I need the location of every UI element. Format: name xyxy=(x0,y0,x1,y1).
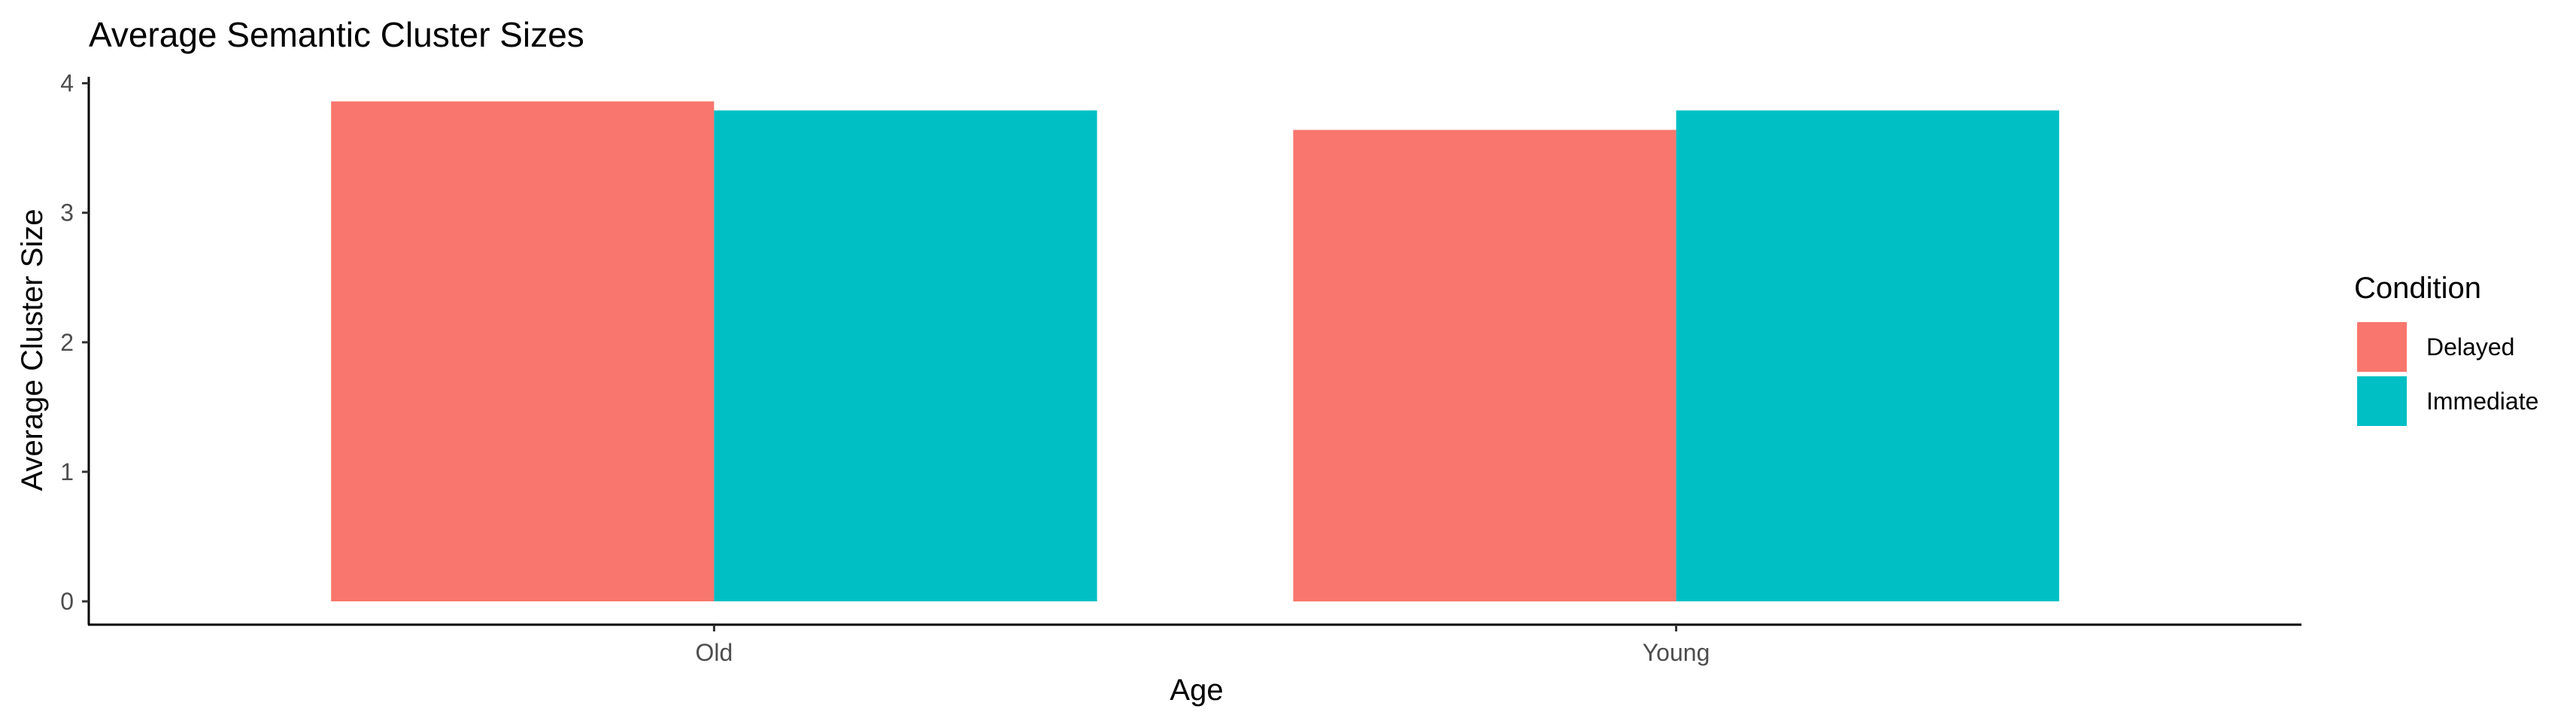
bar-young-delayed xyxy=(1293,129,1676,602)
x-tick-label-old: Old xyxy=(696,639,733,666)
legend-label-delayed: Delayed xyxy=(2426,333,2514,360)
bars xyxy=(331,101,2059,602)
chart-title: Average Semantic Cluster Sizes xyxy=(89,15,584,54)
y-axis-title: Average Cluster Size xyxy=(16,209,49,491)
bar-old-immediate xyxy=(714,110,1097,601)
x-ticks: Old Young xyxy=(696,625,1710,666)
legend: Condition Delayed Immediate xyxy=(2354,272,2538,426)
legend-key-delayed xyxy=(2357,322,2407,372)
y-tick-label: 0 xyxy=(60,588,74,615)
y-ticks: 0 1 2 3 4 xyxy=(60,70,89,615)
y-tick-label: 3 xyxy=(60,199,74,227)
legend-title: Condition xyxy=(2354,272,2481,305)
y-tick-label: 1 xyxy=(60,458,74,485)
y-tick-label: 2 xyxy=(60,329,74,356)
x-tick-label-young: Young xyxy=(1643,639,1710,666)
bar-old-delayed xyxy=(331,101,715,601)
x-axis-title: Age xyxy=(1170,674,1223,707)
legend-key-immediate xyxy=(2357,376,2407,426)
bar-young-immediate xyxy=(1676,110,2059,601)
legend-label-immediate: Immediate xyxy=(2426,388,2538,415)
y-tick-label: 4 xyxy=(60,70,74,97)
